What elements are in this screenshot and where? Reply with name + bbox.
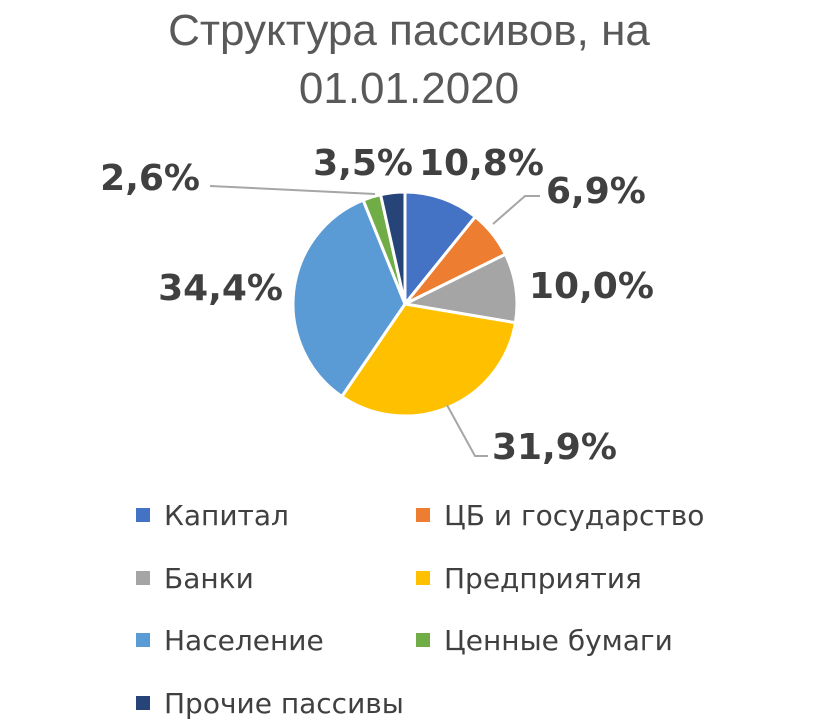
- leader-line: [209, 185, 376, 195]
- pie-slice: [291, 198, 407, 398]
- legend-swatch: [136, 633, 150, 647]
- legend-item: ЦБ и государство: [416, 495, 704, 535]
- legend-swatch: [136, 508, 150, 522]
- legend-swatch: [136, 571, 150, 585]
- data-label: 3,5%: [313, 143, 413, 184]
- data-label: 31,9%: [492, 427, 617, 468]
- legend-label: Ценные бумаги: [444, 623, 673, 657]
- data-label: 10,8%: [419, 143, 544, 184]
- leader-line: [446, 404, 488, 457]
- pie-slice: [379, 190, 407, 306]
- legend-swatch: [136, 696, 150, 710]
- legend-item: Ценные бумаги: [416, 620, 673, 660]
- legend-label: Население: [164, 623, 324, 657]
- data-label: 34,4%: [158, 268, 283, 309]
- chart-title-line-2: 01.01.2020: [298, 64, 520, 113]
- pie-plot-area: 10,8%6,9% 10,0% 31,9% 34,4% 2,6% 3,5%: [100, 143, 654, 468]
- legend-label: Предприятия: [444, 561, 642, 595]
- legend-swatch: [416, 571, 430, 585]
- legend-swatch: [416, 508, 430, 522]
- legend-item: Капитал: [136, 495, 289, 535]
- leader-line: [492, 195, 540, 225]
- legend-label: ЦБ и государство: [444, 498, 705, 532]
- legend-label: Капитал: [164, 498, 289, 532]
- data-label: 6,9%: [546, 171, 646, 212]
- data-label: 10,0%: [529, 266, 654, 307]
- legend-label: Прочие пассивы: [164, 686, 404, 720]
- legend-item: Прочие пассивы: [136, 683, 404, 723]
- legend-item: Предприятия: [416, 558, 642, 598]
- legend-swatch: [416, 633, 430, 647]
- legend-label: Банки: [164, 561, 254, 595]
- data-label: 2,6%: [100, 158, 200, 199]
- legend-item: Банки: [136, 558, 254, 598]
- chart-title-line-1: Структура пассивов, на: [168, 6, 650, 55]
- legend-item: Население: [136, 620, 324, 660]
